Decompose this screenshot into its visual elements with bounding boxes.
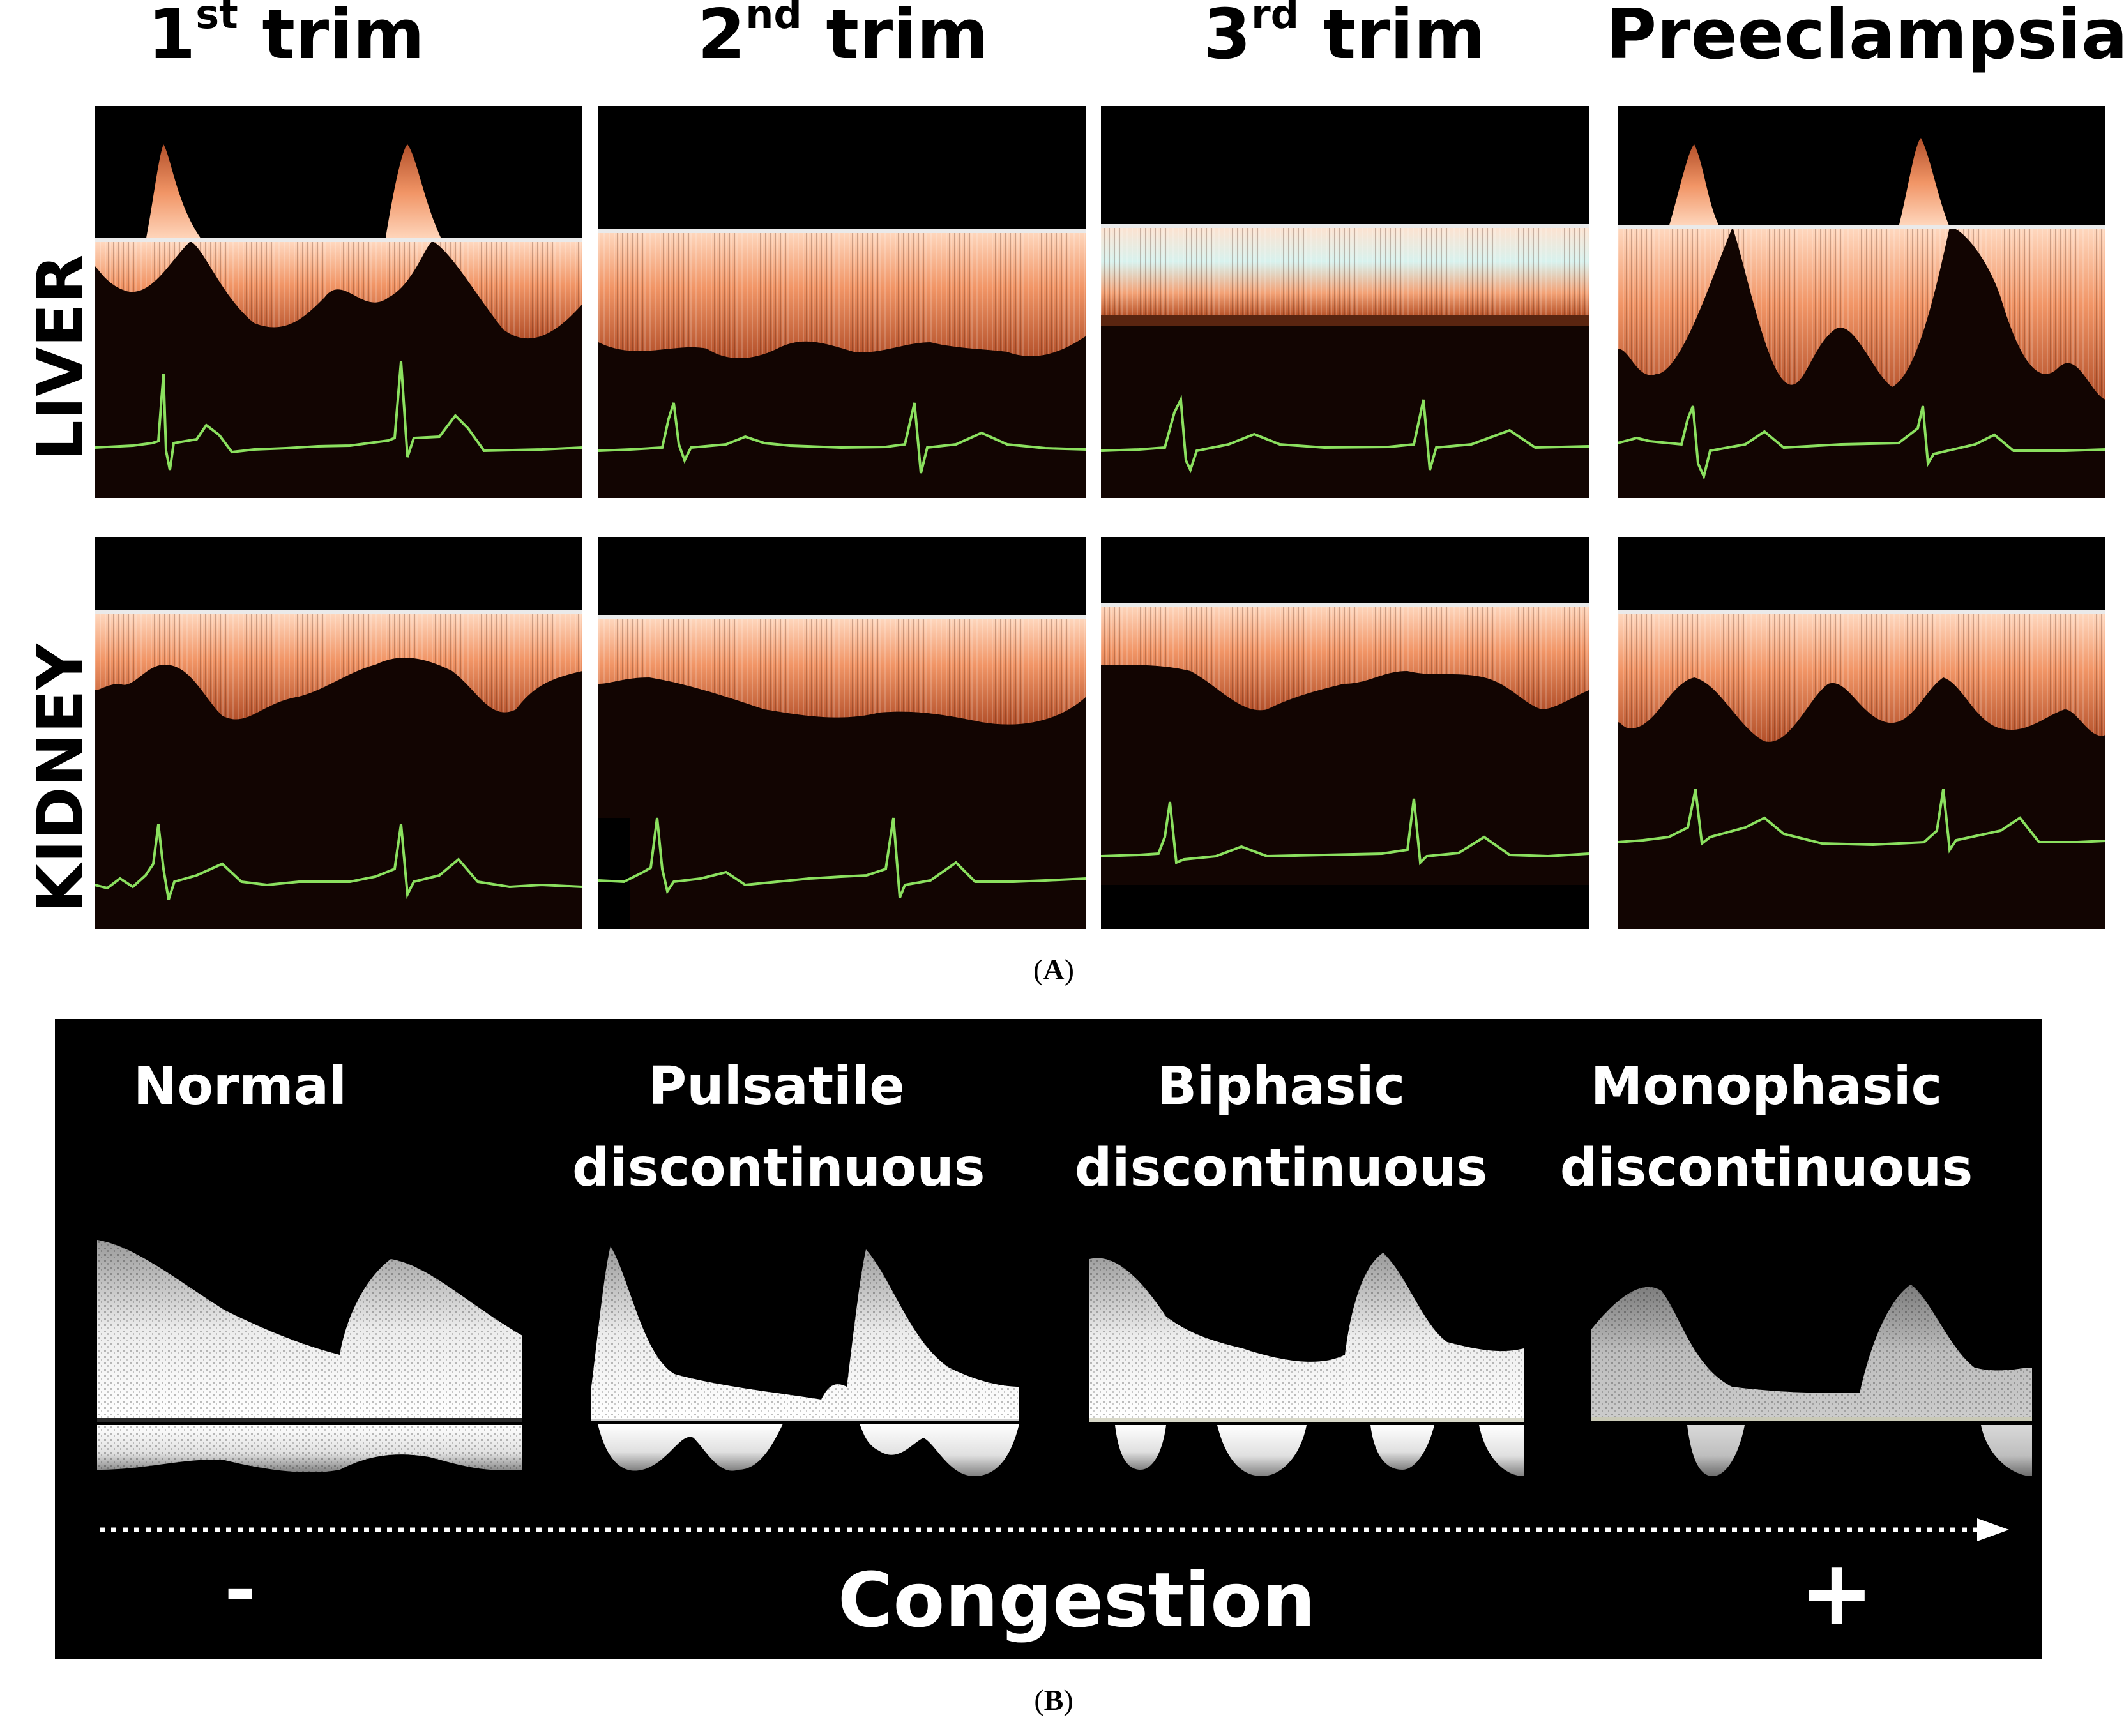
row-label-kidney: KIDNEY: [23, 643, 98, 913]
caption-b: (B): [1034, 1684, 1073, 1716]
kidney-preeclampsia-doppler: [1618, 537, 2105, 929]
pulsatile-waveform: [591, 1240, 1019, 1483]
monophasic-waveform: [1591, 1240, 2032, 1483]
row-label-liver: LIVER: [23, 254, 98, 461]
liver-preeclampsia-doppler: [1618, 106, 2105, 498]
kidney-2nd-trim-doppler: [598, 537, 1086, 929]
pattern-label-monophasic: Monophasic discontinuous: [1559, 1056, 1973, 1198]
liver-2nd-trim-doppler: [598, 106, 1086, 498]
kidney-3rd-trim-doppler: [1101, 537, 1589, 929]
liver-3rd-trim-doppler: [1101, 106, 1589, 498]
congestion-panel: Normal Pulsatile discontinuous Biphasic …: [55, 1019, 2042, 1659]
column-header-1st-trim: 1st trim: [148, 0, 425, 75]
pattern-label-normal: Normal: [133, 1056, 347, 1117]
column-header-preeclampsia: Preeclampsia: [1606, 0, 2124, 75]
congestion-axis-arrow: [100, 1517, 2009, 1543]
pattern-label-biphasic: Biphasic discontinuous: [1074, 1056, 1488, 1198]
column-header-2nd-trim: 2nd trim: [697, 0, 989, 75]
liver-1st-trim-doppler: [95, 106, 582, 498]
caption-a: (A): [1033, 953, 1074, 986]
column-header-3rd-trim: 3rd trim: [1202, 0, 1486, 75]
normal-waveform: [97, 1240, 522, 1483]
pattern-label-pulsatile: Pulsatile discontinuous: [572, 1056, 985, 1198]
kidney-1st-trim-doppler: [95, 537, 582, 929]
high-congestion-plus: +: [1799, 1541, 1874, 1645]
low-congestion-minus: -: [224, 1546, 256, 1634]
congestion-axis-label: Congestion: [837, 1556, 1316, 1644]
biphasic-waveform: [1089, 1240, 1524, 1483]
